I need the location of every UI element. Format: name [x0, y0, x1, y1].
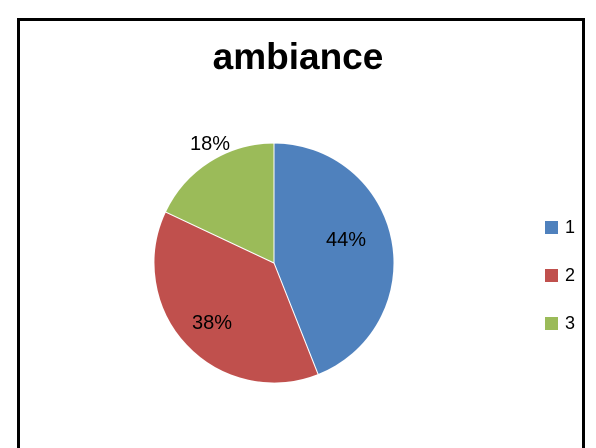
slice-label-1: 44% [326, 229, 366, 251]
legend-item-1: 1 [545, 203, 575, 251]
pie-slice-1 [273, 142, 395, 376]
pie-chart: 44% 38% 18% [153, 133, 395, 384]
pie-slice-2 [153, 211, 319, 384]
pie-slice-3 [164, 142, 275, 264]
chart-title: ambiance [212, 36, 384, 77]
legend: 1 2 3 [545, 203, 575, 347]
legend-swatch-2 [545, 268, 558, 282]
legend-item-3: 3 [545, 299, 575, 347]
legend-swatch-1 [545, 220, 558, 234]
legend-label-2: 2 [565, 264, 576, 285]
legend-label-3: 3 [565, 312, 576, 333]
slice-label-3: 18% [190, 133, 230, 155]
legend-swatch-3 [545, 316, 558, 330]
slice-label-2: 38% [192, 312, 232, 334]
legend-label-1: 1 [565, 216, 576, 237]
legend-item-2: 2 [545, 251, 575, 299]
